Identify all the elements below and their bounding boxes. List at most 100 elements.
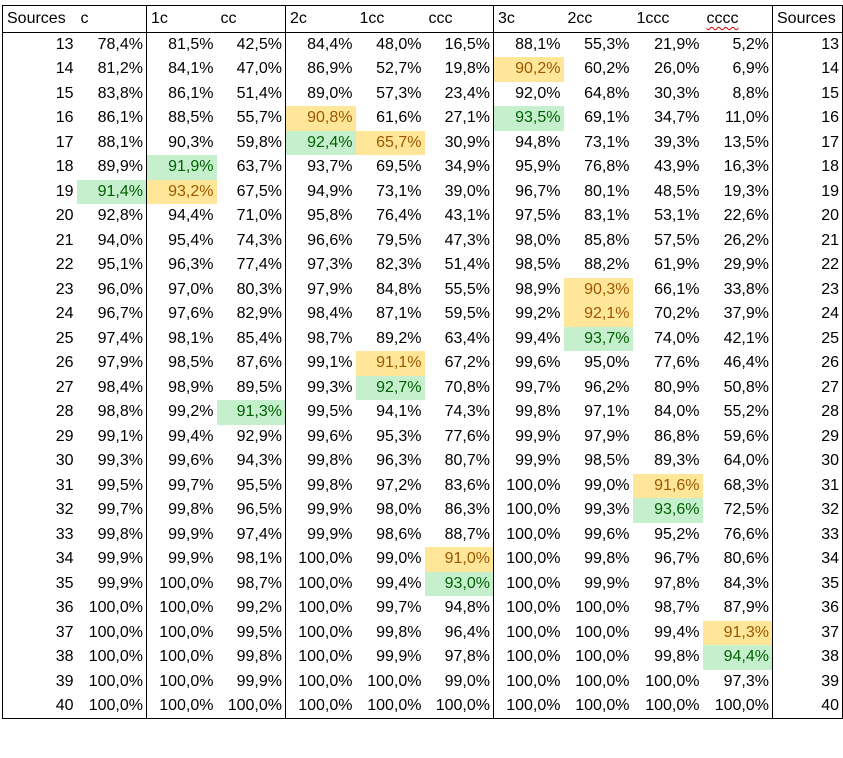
table-cell[interactable]: 99,9% [493, 424, 564, 449]
table-cell[interactable]: 95,5% [236, 476, 282, 494]
table-cell[interactable]: 99,3% [584, 501, 630, 519]
sources-cell[interactable]: 28 [2, 400, 77, 425]
table-cell[interactable]: 99,6% [493, 351, 564, 376]
table-cell[interactable]: 96,4% [444, 623, 490, 641]
table-cell-green[interactable]: 92,7% [355, 375, 425, 400]
table-cell[interactable]: 90,3% [146, 130, 217, 155]
table-cell[interactable]: 86,9% [285, 57, 356, 82]
table-cell[interactable]: 64,0% [723, 452, 769, 470]
table-cell[interactable]: 21,9% [654, 36, 700, 53]
table-cell-green[interactable]: 93,7% [563, 326, 633, 351]
sources-cell-right[interactable]: 35 [772, 571, 843, 596]
table-cell[interactable]: 98,8% [97, 403, 143, 421]
table-cell[interactable]: 85,4% [236, 329, 282, 347]
table-cell[interactable]: 100,0% [575, 672, 630, 690]
sources-cell[interactable]: 31 [2, 473, 77, 498]
sources-cell[interactable]: 34 [2, 547, 77, 572]
table-cell[interactable]: 97,4% [97, 329, 143, 347]
header-sources-left[interactable]: Sources [2, 5, 77, 33]
table-cell[interactable]: 100,0% [563, 694, 633, 719]
table-cell[interactable]: 57,3% [376, 84, 422, 102]
table-cell[interactable]: 34,9% [444, 158, 490, 176]
table-cell[interactable]: 80,1% [584, 182, 630, 200]
sources-cell[interactable]: 25 [2, 326, 77, 351]
table-cell[interactable]: 100,0% [493, 571, 564, 596]
table-cell[interactable]: 84,0% [654, 403, 700, 421]
table-cell[interactable]: 100,0% [367, 672, 422, 690]
table-cell[interactable]: 98,0% [493, 228, 564, 253]
table-cell[interactable]: 97,9% [97, 354, 143, 372]
table-cell[interactable]: 96,7% [493, 179, 564, 204]
header-sources-right[interactable]: Sources [772, 5, 843, 33]
table-cell[interactable]: 96,3% [376, 452, 422, 470]
table-cell-amber[interactable]: 90,8% [285, 106, 356, 131]
table-cell[interactable]: 100,0% [216, 694, 286, 719]
sources-cell[interactable]: 27 [2, 375, 77, 400]
table-cell[interactable]: 98,9% [493, 277, 564, 302]
table-cell[interactable]: 29,9% [723, 256, 769, 274]
table-cell[interactable]: 92,9% [236, 427, 282, 445]
table-cell-green[interactable]: 94,4% [702, 645, 773, 670]
table-cell[interactable]: 100,0% [493, 620, 564, 645]
table-cell[interactable]: 96,7% [97, 305, 143, 323]
sources-cell-right[interactable]: 19 [772, 179, 843, 204]
table-cell[interactable]: 19,8% [444, 60, 490, 78]
table-cell[interactable]: 100,0% [88, 599, 143, 617]
table-cell[interactable]: 100,0% [146, 571, 217, 596]
table-cell[interactable]: 79,5% [376, 231, 422, 249]
table-cell[interactable]: 98,7% [236, 574, 282, 592]
table-cell-amber[interactable]: 91,3% [702, 620, 773, 645]
table-cell[interactable]: 100,0% [355, 694, 425, 719]
sources-cell-right[interactable]: 15 [772, 81, 843, 106]
table-cell[interactable]: 92,8% [97, 207, 143, 225]
table-cell[interactable]: 99,4% [146, 424, 217, 449]
table-cell[interactable]: 100,0% [285, 596, 356, 621]
sources-cell[interactable]: 17 [2, 130, 77, 155]
table-cell[interactable]: 100,0% [645, 672, 700, 690]
header-1ccc[interactable]: 1ccc [632, 5, 703, 33]
sources-cell[interactable]: 24 [2, 302, 77, 327]
table-cell[interactable]: 43,9% [654, 158, 700, 176]
sources-cell-right[interactable]: 39 [772, 669, 843, 694]
table-cell[interactable]: 16,5% [444, 36, 490, 53]
header-3c[interactable]: 3c [493, 5, 564, 33]
sources-cell-right[interactable]: 14 [772, 57, 843, 82]
table-cell[interactable]: 77,4% [236, 256, 282, 274]
table-cell[interactable]: 83,6% [444, 476, 490, 494]
table-cell[interactable]: 99,0% [376, 550, 422, 568]
header-2c[interactable]: 2c [285, 5, 356, 33]
table-cell[interactable]: 100,0% [88, 648, 143, 666]
sources-cell-right[interactable]: 34 [772, 547, 843, 572]
table-cell[interactable]: 99,9% [146, 547, 217, 572]
sources-cell-right[interactable]: 22 [772, 253, 843, 278]
table-cell-green[interactable]: 93,0% [424, 571, 494, 596]
table-cell[interactable]: 30,3% [654, 84, 700, 102]
table-cell[interactable]: 8,8% [732, 84, 769, 102]
table-cell[interactable]: 99,9% [97, 574, 143, 592]
table-cell[interactable]: 82,9% [236, 305, 282, 323]
header-ccc[interactable]: ccc [424, 5, 494, 33]
table-cell[interactable]: 99,6% [584, 525, 630, 543]
table-cell[interactable]: 100,0% [493, 498, 564, 523]
table-cell[interactable]: 89,5% [236, 378, 282, 396]
sources-cell-right[interactable]: 23 [772, 277, 843, 302]
table-cell[interactable]: 69,1% [584, 109, 630, 127]
table-cell[interactable]: 99,7% [493, 375, 564, 400]
table-cell[interactable]: 50,8% [723, 378, 769, 396]
table-cell[interactable]: 100,0% [88, 623, 143, 641]
sources-cell[interactable]: 26 [2, 351, 77, 376]
table-cell[interactable]: 98,7% [654, 599, 700, 617]
table-cell[interactable]: 80,7% [444, 452, 490, 470]
table-cell[interactable]: 100,0% [146, 694, 217, 719]
table-cell-green[interactable]: 93,6% [632, 498, 703, 523]
table-cell[interactable]: 99,0% [584, 476, 630, 494]
table-cell[interactable]: 83,1% [584, 207, 630, 225]
table-cell[interactable]: 99,9% [584, 574, 630, 592]
table-cell[interactable]: 27,1% [444, 109, 490, 127]
table-cell[interactable]: 43,1% [444, 207, 490, 225]
table-cell-amber[interactable]: 91,6% [632, 473, 703, 498]
table-cell[interactable]: 94,9% [285, 179, 356, 204]
table-cell[interactable]: 98,4% [97, 378, 143, 396]
table-cell[interactable]: 59,8% [236, 133, 282, 151]
table-cell[interactable]: 99,2% [493, 302, 564, 327]
